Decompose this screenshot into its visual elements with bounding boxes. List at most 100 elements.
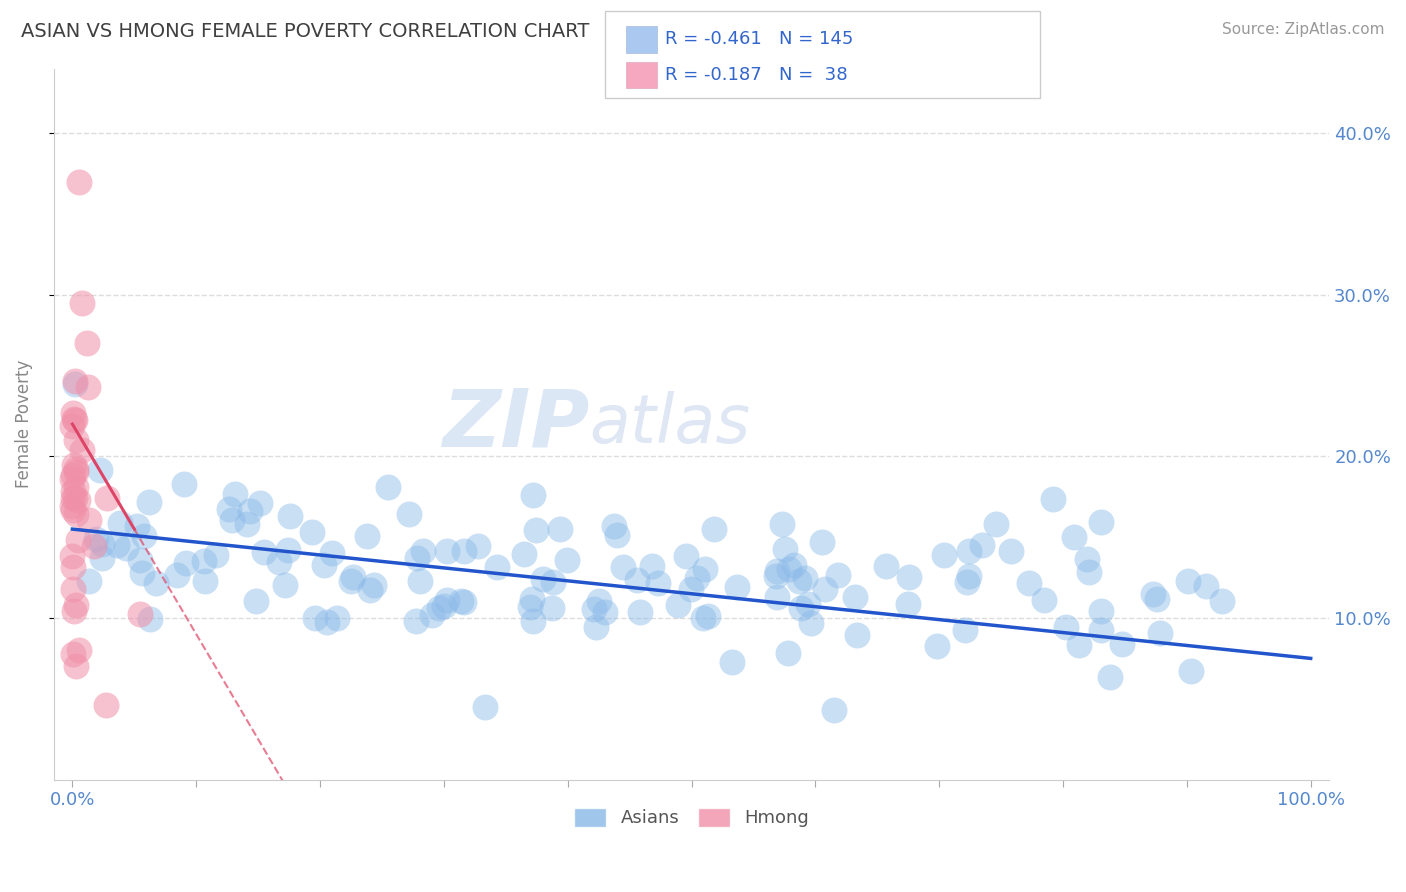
Point <box>63 412 86 426</box>
Point <box>67 175 90 189</box>
Point <box>531 572 554 586</box>
Point <box>65 434 87 448</box>
Point <box>686 571 709 585</box>
Point <box>695 561 717 575</box>
Legend: Asians, Hmong: Asians, Hmong <box>567 801 817 835</box>
Point <box>1076 552 1098 566</box>
Point <box>249 496 271 510</box>
Point <box>62 559 84 574</box>
Point <box>62 406 84 420</box>
Point <box>63 491 86 505</box>
Point <box>588 594 610 608</box>
Point <box>641 559 664 574</box>
Point <box>108 516 131 531</box>
Point <box>377 480 399 494</box>
Point <box>194 574 217 588</box>
Point <box>793 571 815 585</box>
Point <box>1099 670 1122 684</box>
Point <box>84 533 107 547</box>
Point <box>321 546 343 560</box>
Point <box>1033 593 1056 607</box>
Point <box>314 558 336 572</box>
Point <box>540 600 562 615</box>
Point <box>628 605 651 619</box>
Point <box>721 656 744 670</box>
Point <box>77 513 100 527</box>
Y-axis label: Female Poverty: Female Poverty <box>15 359 32 488</box>
Point <box>138 495 160 509</box>
Point <box>1090 604 1112 618</box>
Point <box>927 639 949 653</box>
Point <box>339 574 361 588</box>
Point <box>62 499 84 513</box>
Point <box>765 569 787 583</box>
Point <box>278 508 301 523</box>
Point <box>827 567 849 582</box>
Point <box>62 549 84 564</box>
Point <box>125 518 148 533</box>
Point <box>602 519 624 533</box>
Point <box>67 493 90 508</box>
Point <box>548 522 571 536</box>
Point <box>412 544 434 558</box>
Point <box>524 523 547 537</box>
Point <box>467 539 489 553</box>
Point <box>89 463 111 477</box>
Point <box>1069 638 1091 652</box>
Point <box>62 502 84 516</box>
Point <box>647 575 669 590</box>
Point <box>666 599 689 613</box>
Point <box>62 483 84 498</box>
Point <box>62 467 84 482</box>
Point <box>62 472 84 486</box>
Point <box>105 538 128 552</box>
Point <box>315 615 337 629</box>
Point <box>173 476 195 491</box>
Point <box>65 599 87 613</box>
Point <box>398 507 420 521</box>
Text: Source: ZipAtlas.com: Source: ZipAtlas.com <box>1222 22 1385 37</box>
Point <box>166 568 188 582</box>
Point <box>522 488 544 502</box>
Point <box>790 601 813 615</box>
Text: atlas: atlas <box>589 391 751 457</box>
Point <box>957 569 980 583</box>
Text: ZIP: ZIP <box>441 385 589 463</box>
Point <box>1194 579 1216 593</box>
Point <box>277 543 299 558</box>
Point <box>70 442 93 457</box>
Point <box>626 574 648 588</box>
Point <box>766 590 789 604</box>
Point <box>90 551 112 566</box>
Point <box>696 609 718 624</box>
Point <box>72 296 94 310</box>
Point <box>267 554 290 568</box>
Point <box>359 582 381 597</box>
Point <box>1149 626 1171 640</box>
Point <box>522 592 544 607</box>
Point <box>606 528 628 542</box>
Point <box>776 646 799 660</box>
Point <box>363 578 385 592</box>
Point <box>83 539 105 553</box>
Point <box>782 558 804 572</box>
Point <box>436 543 458 558</box>
Text: R = -0.187   N =  38: R = -0.187 N = 38 <box>665 66 848 84</box>
Point <box>1042 492 1064 507</box>
Point <box>453 544 475 558</box>
Point <box>76 379 98 393</box>
Point <box>76 336 98 351</box>
Point <box>972 537 994 551</box>
Point <box>409 574 432 589</box>
Point <box>797 597 820 611</box>
Point <box>595 605 617 619</box>
Point <box>1090 515 1112 529</box>
Point <box>846 628 869 642</box>
Point <box>800 615 823 630</box>
Point <box>433 599 456 613</box>
Point <box>1177 574 1199 589</box>
Point <box>692 610 714 624</box>
Point <box>778 562 800 576</box>
Text: ASIAN VS HMONG FEMALE POVERTY CORRELATION CHART: ASIAN VS HMONG FEMALE POVERTY CORRELATIO… <box>21 22 589 41</box>
Point <box>145 576 167 591</box>
